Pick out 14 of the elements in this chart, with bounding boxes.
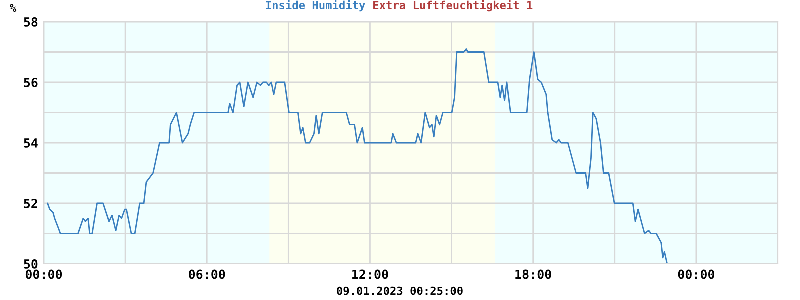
- y-axis-title: %: [10, 4, 17, 12]
- x-tick-label: 12:00: [352, 270, 388, 280]
- x-tick-label: 00:00: [26, 270, 62, 280]
- y-tick-label: 52: [24, 198, 38, 208]
- y-tick-label: 56: [24, 78, 38, 88]
- y-tick-label: 50: [24, 259, 38, 269]
- x-tick-label: 18:00: [516, 270, 552, 280]
- text: Inside Humidity: [266, 0, 366, 12]
- x-tick-label: 06:00: [189, 270, 226, 280]
- x-tick-label: 00:00: [678, 270, 715, 280]
- y-tick-label: 58: [24, 17, 38, 27]
- text: 09.01.2023 00:25:00: [337, 286, 463, 296]
- legend-label: Extra Luftfeuchtigkeit 1: [374, 0, 533, 12]
- y-tick-label: 54: [24, 138, 38, 148]
